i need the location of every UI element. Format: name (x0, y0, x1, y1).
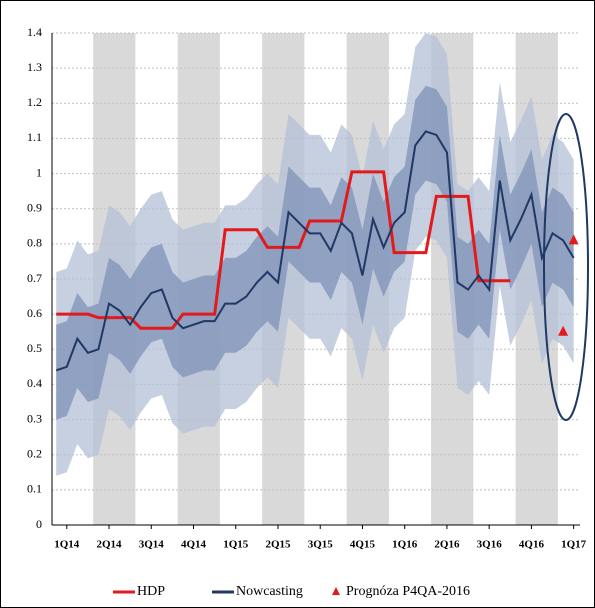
confidence-band (56, 85, 574, 420)
y-tick-label: 0.5 (27, 341, 42, 355)
y-tick-label: 1.3 (27, 60, 42, 74)
y-tick-label: 1 (36, 165, 42, 179)
y-tick-label: 0.9 (27, 200, 42, 214)
x-tick-label: 3Q16 (477, 539, 503, 551)
forecast-point (558, 325, 569, 336)
x-tick-label: 4Q16 (519, 539, 545, 551)
x-tick-label: 2Q16 (434, 539, 460, 551)
y-tick-label: 1.2 (27, 95, 42, 109)
y-tick-label: 1.4 (27, 25, 42, 39)
legend-swatch (332, 587, 340, 595)
legend-label: HDP (137, 584, 165, 599)
x-tick-label: 1Q17 (561, 539, 587, 551)
legend-label: Prognóza P4QA-2016 (346, 584, 470, 599)
x-tick-label: 2Q14 (96, 539, 122, 551)
y-tick-label: 0.4 (27, 376, 42, 390)
x-tick-label: 3Q15 (308, 539, 334, 551)
y-tick-label: 0.2 (27, 446, 42, 460)
axes-layer: 0 0.1 0.2 0.3 0.4 0.5 0.6 0.7 0.8 0.9 1 1.1 1.2 1.3 1.… (27, 25, 587, 551)
data-layer (55, 33, 579, 476)
forecast-point (568, 234, 579, 245)
y-tick-label: 0.6 (27, 306, 42, 320)
y-tick-label: 1.1 (27, 130, 42, 144)
y-tick-label: 0.3 (27, 411, 42, 425)
legend-label: Nowcasting (236, 584, 303, 599)
highlight-ellipse (543, 113, 589, 421)
x-tick-label: 2Q15 (265, 539, 291, 551)
y-tick-label: 0 (36, 517, 42, 531)
x-tick-label: 4Q14 (181, 539, 207, 551)
series-line (55, 130, 575, 372)
y-tick-label: 0.7 (27, 271, 42, 285)
y-tick-label: 0.8 (27, 236, 42, 250)
x-tick-label: 1Q16 (392, 539, 418, 551)
y-tick-label: 0.1 (27, 482, 42, 496)
x-tick-label: 1Q15 (223, 539, 249, 551)
x-tick-label: 4Q15 (350, 539, 376, 551)
x-tick-label: 1Q14 (54, 539, 80, 551)
x-tick-label: 3Q14 (139, 539, 165, 551)
